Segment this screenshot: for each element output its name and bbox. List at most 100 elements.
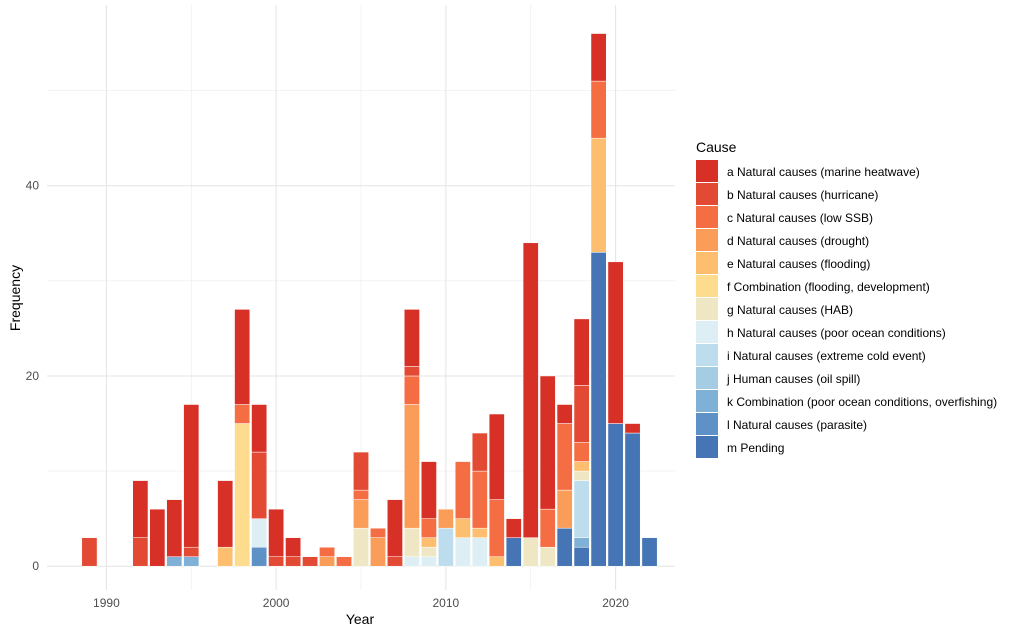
bar-segment-2019-e xyxy=(590,137,607,253)
legend-swatch-c xyxy=(696,206,718,228)
bar-segment-2004-c xyxy=(336,556,352,567)
legend-label-h: h Natural causes (poor ocean conditions) xyxy=(727,326,946,340)
bar-segment-2021-m xyxy=(624,432,641,567)
bar-segment-1992-a xyxy=(132,480,149,538)
x-tick-label: 2020 xyxy=(602,596,629,610)
bar-segment-2005-g xyxy=(353,527,369,567)
bar-segment-2018-a xyxy=(573,318,590,386)
bar-segment-2012-e xyxy=(471,527,488,538)
bar-segment-2008-a xyxy=(404,309,420,367)
x-axis-ticks: 1990 2000 2010 2020 xyxy=(93,596,629,610)
y-tick-label: 0 xyxy=(32,559,39,573)
legend-label-d: d Natural causes (drought) xyxy=(727,234,869,248)
bar-segment-2021-a xyxy=(624,423,641,434)
bar-segment-2019-m xyxy=(590,252,607,567)
bar-segment-2017-c xyxy=(556,423,573,491)
bar-segment-2019-a xyxy=(590,33,607,82)
bar-segment-1995-a xyxy=(183,404,200,548)
bar-segment-2016-a xyxy=(539,375,556,510)
y-axis-title: Frequency xyxy=(7,265,23,331)
bar-segment-2009-e xyxy=(421,537,437,548)
legend-swatch-i xyxy=(696,344,718,366)
bar-segment-2018-b xyxy=(573,385,590,443)
bar-segment-2011-h xyxy=(454,537,471,567)
bar-segment-2010-i xyxy=(437,527,454,567)
bar-segment-2018-i xyxy=(573,480,590,538)
legend-swatch-d xyxy=(696,229,718,251)
y-axis-ticks: 0 20 40 xyxy=(26,179,40,573)
bar-segment-2009-h xyxy=(421,556,437,567)
legend-title: Cause xyxy=(696,139,737,155)
bar-segment-2018-e xyxy=(573,461,590,472)
bar-segment-2009-c xyxy=(421,518,437,538)
bar-segment-2013-e xyxy=(488,556,505,567)
legend-swatch-a xyxy=(696,160,718,182)
legend-label-m: m Pending xyxy=(727,441,784,455)
bar-segment-2017-a xyxy=(556,404,573,424)
bar-segment-2019-c xyxy=(590,80,607,139)
bar-segment-2017-m xyxy=(556,527,573,567)
bar-segment-1994-a xyxy=(166,499,183,557)
x-tick-label: 2000 xyxy=(263,596,290,610)
legend-swatch-b xyxy=(696,183,718,205)
bar-segment-2018-m xyxy=(573,546,590,567)
bar-segment-2018-g xyxy=(573,470,590,481)
bar-segment-1992-b xyxy=(132,537,149,567)
bar-segment-2003-c xyxy=(319,546,335,557)
bar-segment-1997-a xyxy=(217,480,234,548)
x-axis-title: Year xyxy=(346,611,375,627)
bar-segment-2002-b xyxy=(302,556,318,567)
bar-segment-2005-d xyxy=(353,499,369,529)
bar-segment-1998-c xyxy=(234,404,251,424)
bar-segment-1994-k xyxy=(166,556,183,567)
bar-segment-2016-g xyxy=(539,546,556,567)
legend: Cause a Natural causes (marine heatwave)… xyxy=(696,139,997,458)
bar-segment-2012-c xyxy=(471,470,488,529)
legend-label-c: c Natural causes (low SSB) xyxy=(727,211,873,225)
legend-label-b: b Natural causes (hurricane) xyxy=(727,188,878,202)
legend-swatch-f xyxy=(696,275,718,297)
bar-segment-2013-a xyxy=(488,413,505,500)
bar-segment-2009-a xyxy=(421,461,437,519)
bar-segment-2001-b xyxy=(285,556,301,567)
bar-segment-1999-a xyxy=(251,404,268,453)
bar-segment-2008-b xyxy=(404,366,420,377)
bar-segment-1999-b xyxy=(251,451,268,519)
bar-segment-2016-c xyxy=(539,508,556,548)
bar-segment-2010-d xyxy=(437,508,454,529)
bar-segment-2020-a xyxy=(607,261,624,424)
bar-segment-1999-h xyxy=(251,518,268,548)
bar-segment-2011-c xyxy=(454,461,471,519)
bar-segment-1993-a xyxy=(149,508,166,567)
bar-segment-2006-c xyxy=(370,527,386,538)
bar-segment-1998-f xyxy=(234,423,251,567)
bar-segment-2006-d xyxy=(370,537,386,567)
bar-segment-1995-b xyxy=(183,546,200,557)
x-tick-label: 2010 xyxy=(433,596,460,610)
bars xyxy=(81,33,658,567)
legend-label-f: f Combination (flooding, development) xyxy=(727,280,930,294)
bar-segment-2003-d xyxy=(319,556,335,567)
y-tick-label: 40 xyxy=(26,179,40,193)
bar-segment-2018-k xyxy=(573,537,590,548)
legend-items: a Natural causes (marine heatwave) b Natu… xyxy=(696,160,997,458)
legend-label-i: i Natural causes (extreme cold event) xyxy=(727,349,926,363)
legend-swatch-j xyxy=(696,367,718,389)
x-tick-label: 1990 xyxy=(93,596,120,610)
legend-swatch-g xyxy=(696,298,718,320)
bar-segment-1997-e xyxy=(217,546,234,567)
legend-swatch-l xyxy=(696,413,718,435)
bar-segment-2014-m xyxy=(505,537,522,567)
legend-label-l: l Natural causes (parasite) xyxy=(727,418,867,432)
bar-segment-2011-e xyxy=(454,518,471,538)
bar-segment-2009-g xyxy=(421,546,437,557)
bar-segment-2022-m xyxy=(641,537,658,567)
legend-swatch-h xyxy=(696,321,718,343)
bar-segment-2018-c xyxy=(573,442,590,462)
bar-segment-1989-b xyxy=(81,537,98,567)
bar-segment-2020-m xyxy=(607,423,624,567)
bar-segment-2008-c xyxy=(404,375,420,405)
y-tick-label: 20 xyxy=(26,369,40,383)
bar-segment-2005-b xyxy=(353,451,369,491)
